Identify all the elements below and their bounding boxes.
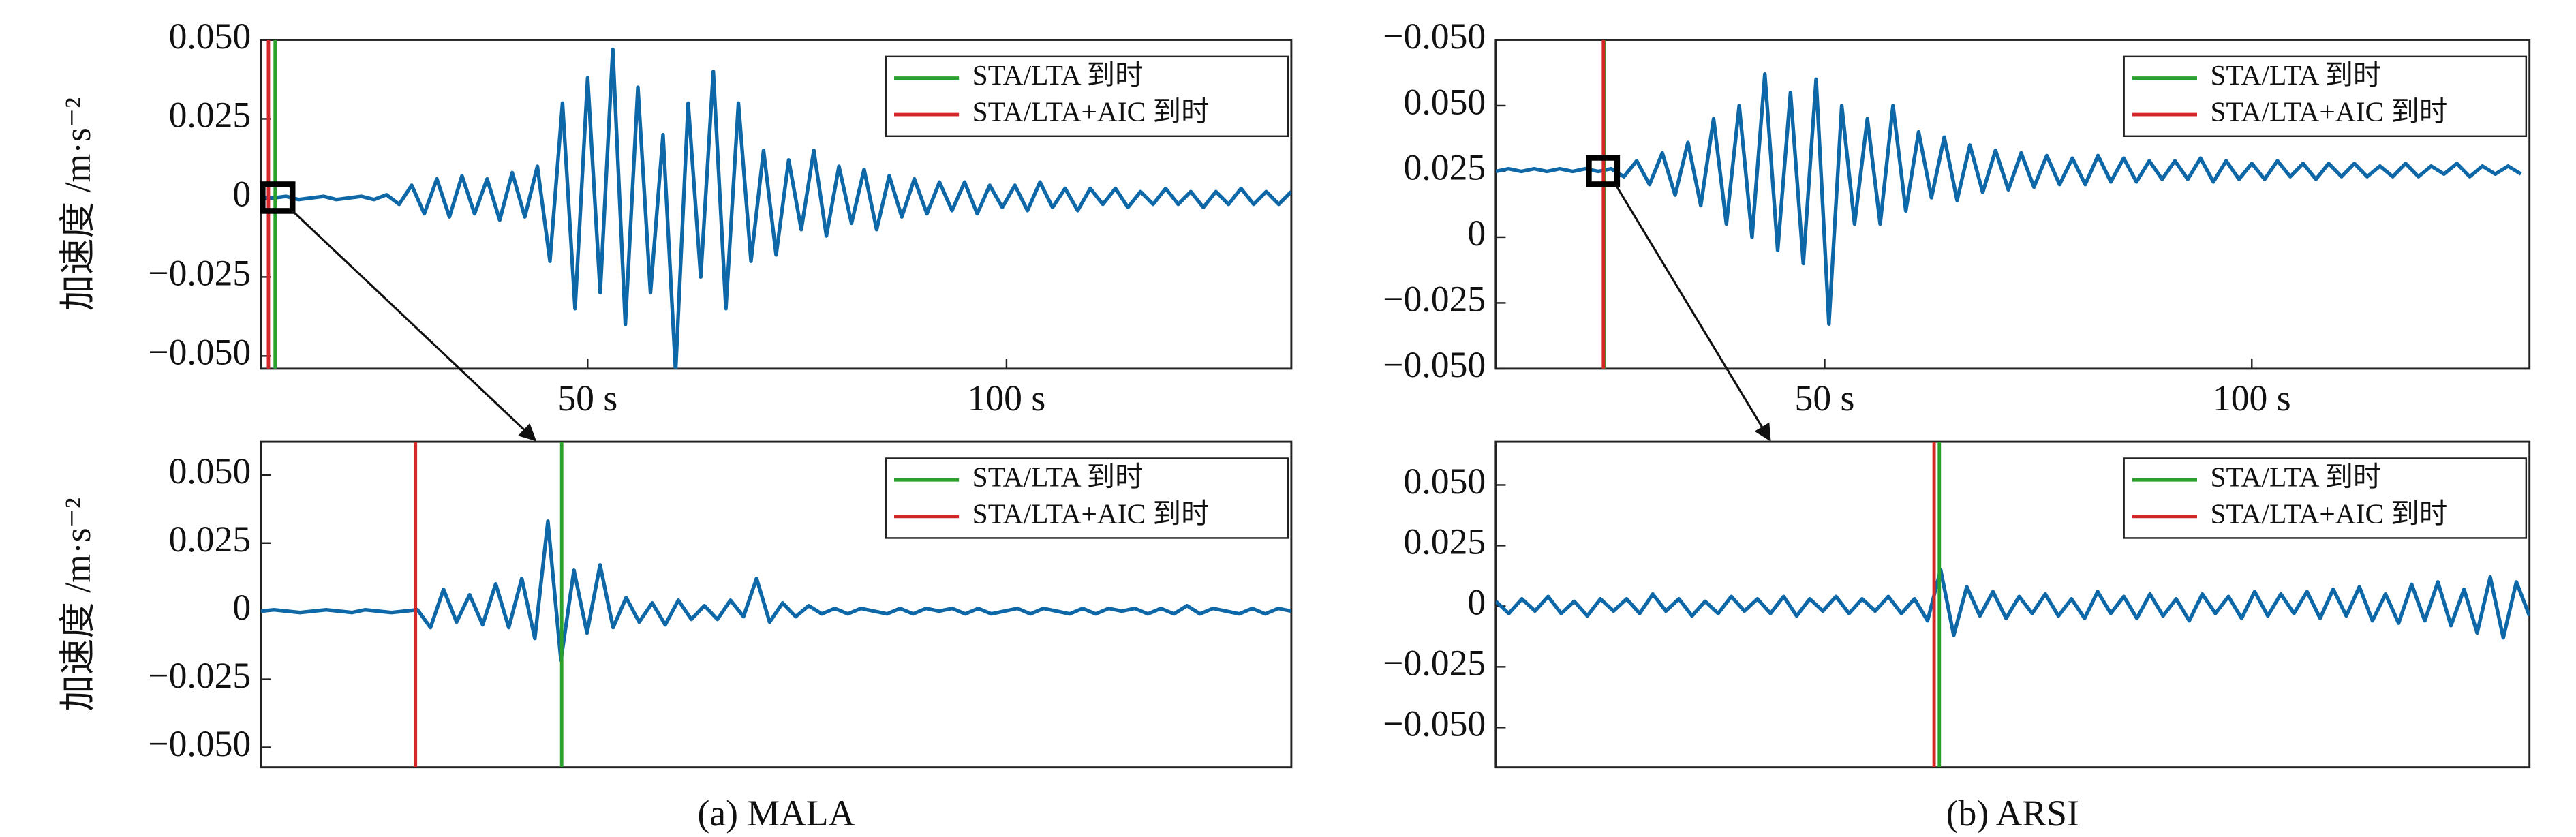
x-tick-label: 50 s [1795, 378, 1855, 418]
x-tick-label: 100 s [2213, 378, 2291, 418]
legend-label: STA/LTA 到时 [2210, 59, 2381, 91]
legend-box [885, 457, 1289, 539]
y-tick-label: −0.025 [148, 655, 251, 696]
y-tick-label: 0.050 [169, 16, 251, 57]
y-tick-label: 0.050 [1404, 81, 1486, 122]
zoom-box [1586, 155, 1621, 187]
x-tick-label: 50 s [557, 378, 617, 418]
legend-label: STA/LTA+AIC 到时 [2210, 96, 2447, 127]
y-tick-label: 0 [1467, 213, 1486, 254]
legend-box [2123, 55, 2528, 138]
y-tick-label: −0.025 [1383, 279, 1486, 320]
y-tick-label: 0 [232, 174, 251, 215]
signal-line [1495, 568, 2530, 640]
y-tick-label: 0 [232, 587, 251, 628]
signal-line [260, 519, 1291, 663]
legend-label: STA/LTA 到时 [972, 461, 1144, 493]
zoom-arrow [1614, 183, 1771, 442]
y-tick-label: 0.025 [169, 95, 251, 136]
legend-label: STA/LTA 到时 [972, 59, 1144, 91]
y-tick-label: −0.050 [1383, 703, 1486, 744]
y-tick-label: 0.050 [1404, 461, 1486, 502]
legend-box [2123, 457, 2528, 539]
y-tick-label: 0.050 [169, 451, 251, 491]
legend-label: STA/LTA 到时 [2210, 461, 2381, 493]
y-tick-label: −0.050 [1383, 344, 1486, 385]
zoom-arrow [292, 210, 537, 442]
y-tick-label: 0 [1467, 582, 1486, 623]
x-tick-label: 100 s [968, 378, 1046, 418]
legend-label: STA/LTA+AIC 到时 [2210, 498, 2447, 529]
y-tick-label: 0.025 [1404, 147, 1486, 188]
y-tick-label: −0.025 [148, 253, 251, 294]
zoom-box [260, 181, 296, 214]
y-axis-label: 加速度 /m·s⁻² [57, 97, 98, 311]
y-tick-label: −0.050 [148, 723, 251, 764]
y-tick-label: −0.025 [1383, 643, 1486, 684]
y-tick-label: −0.050 [148, 332, 251, 373]
signal-line [1495, 72, 2522, 326]
legend-label: STA/LTA+AIC 到时 [972, 498, 1210, 529]
y-tick-label: 0.025 [169, 519, 251, 560]
legend-label: STA/LTA+AIC 到时 [972, 96, 1210, 127]
y-tick-label: 0.025 [1404, 521, 1486, 562]
legend-box [885, 55, 1289, 138]
y-tick-label: −0.050 [1383, 16, 1486, 57]
y-axis-label: 加速度 /m·s⁻² [57, 498, 98, 712]
caption: (a) MALA [697, 793, 855, 834]
signal-line [260, 47, 1291, 369]
caption: (b) ARSI [1946, 793, 2079, 834]
